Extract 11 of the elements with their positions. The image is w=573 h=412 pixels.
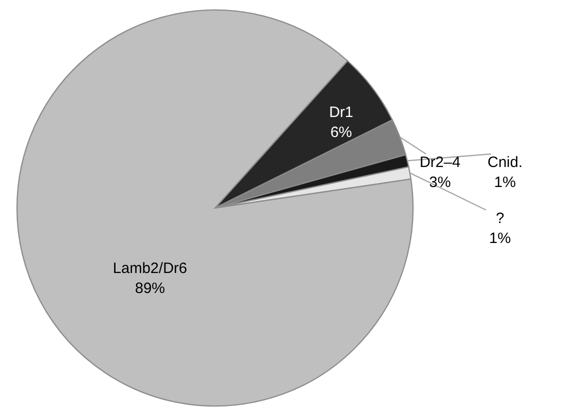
data-label: 6%	[330, 124, 352, 142]
data-label: 1%	[494, 174, 516, 191]
slice-label: Cnid.	[487, 154, 523, 171]
data-label: 1%	[489, 230, 511, 247]
pie-slice	[16, 9, 414, 406]
slice-label: ?	[496, 210, 504, 227]
slice-label: Lamb2/Dr6	[112, 260, 188, 277]
data-label: 89%	[134, 280, 166, 297]
slice-label: Dr1	[329, 104, 354, 122]
slice-label: Dr2–4	[420, 154, 460, 171]
data-label: 3%	[429, 174, 451, 191]
